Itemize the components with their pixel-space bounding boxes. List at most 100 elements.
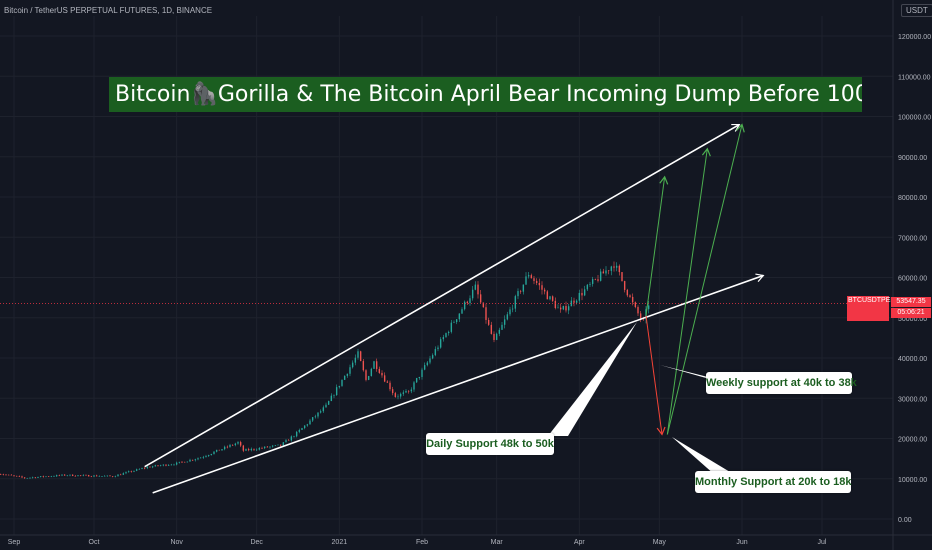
lower-wedge-line [152,273,765,494]
candle-body [335,387,338,396]
candle-body [306,424,309,426]
candle-body [493,333,495,340]
candle-body [202,456,205,458]
candle-body [290,436,293,441]
candle-body [405,390,407,393]
candle-body [103,475,106,477]
y-tick-label: 50000.00 [898,316,927,323]
rally-arrow-2 [666,147,711,435]
candle-body [487,319,490,325]
candle-body [485,307,487,320]
candle-body [146,466,149,469]
candle-body [367,376,370,380]
candle-body [194,459,197,461]
candle-body [466,301,469,304]
candle-body [399,393,402,397]
candle-body [45,476,47,478]
candle-body [135,469,138,471]
candle-body [311,417,314,421]
candle-body [295,431,298,437]
candle-body [189,459,191,462]
candle-body [87,475,90,477]
candle-body [309,420,311,425]
candle-body [314,416,317,418]
candle-body [365,370,367,380]
candle-body [154,465,157,467]
candle-body [477,284,479,295]
candle-body [626,289,629,296]
last-price-value: 53547.35 [891,297,931,307]
candle-body [415,378,418,383]
candle-body [63,474,66,476]
candle-body [647,305,650,310]
candle-body [55,475,58,477]
candle-body [386,381,389,383]
x-tick-label: Feb [416,539,428,546]
candle-body [127,471,130,473]
x-tick-label: Dec [250,539,263,546]
weekly-support-label: Weekly support at 40k to 38k [706,372,857,394]
candle-body [130,471,133,472]
candle-body [471,289,474,299]
candle-body [373,361,375,369]
candle-body [303,425,306,429]
candle-body [362,361,365,371]
y-tick-label: 90000.00 [898,155,927,162]
currency-badge[interactable]: USDT [901,4,932,17]
candle-body [407,390,410,392]
candle-body [503,319,506,325]
candle-body [114,476,117,477]
candle-body [111,476,114,477]
candle-body [525,276,527,285]
candle-body [258,447,261,450]
candle-body [21,476,23,478]
candle-body [549,296,551,300]
bar-countdown: 05:06:21 [891,308,931,318]
candle-body [277,444,279,446]
candle-body [469,298,471,304]
candle-body [575,300,578,303]
candle-body [29,477,31,479]
candle-body [31,477,34,478]
candle-body [533,278,535,281]
candle-body [615,265,618,268]
candle-body [389,382,391,390]
candle-body [453,322,455,323]
candle-body [79,475,82,476]
candle-body [167,465,170,466]
candle-body [141,468,143,470]
candle-body [613,266,615,268]
candle-body [234,443,237,446]
y-tick-label: 0.00 [898,517,912,524]
candle-body [447,331,450,334]
candle-body [421,369,423,377]
candle-body [101,476,103,477]
candle-body [426,362,429,366]
candle-body [210,453,213,456]
candle-body [490,324,493,334]
candle-body [66,475,69,477]
candle-body [445,333,447,338]
candle-body [317,412,319,417]
candle-body [42,476,45,477]
candle-body [343,375,346,380]
candle-body [378,368,381,373]
candle-body [591,279,594,284]
candle-body [39,476,42,477]
daily-callout-pointer [548,322,637,436]
candle-body [410,389,413,392]
candle-layer [0,261,650,479]
candle-body [242,445,245,451]
candle-body [463,301,466,310]
candle-body [423,365,426,370]
candle-body [74,475,77,477]
candle-body [213,451,215,454]
candle-body [247,449,250,451]
candle-body [498,329,501,334]
candle-body [623,281,626,290]
candle-body [349,367,351,374]
chart-title-banner: Bitcoin🦍Gorilla & The Bitcoin April Bear… [109,77,862,112]
y-tick-label: 60000.00 [898,276,927,283]
candle-body [402,392,405,394]
